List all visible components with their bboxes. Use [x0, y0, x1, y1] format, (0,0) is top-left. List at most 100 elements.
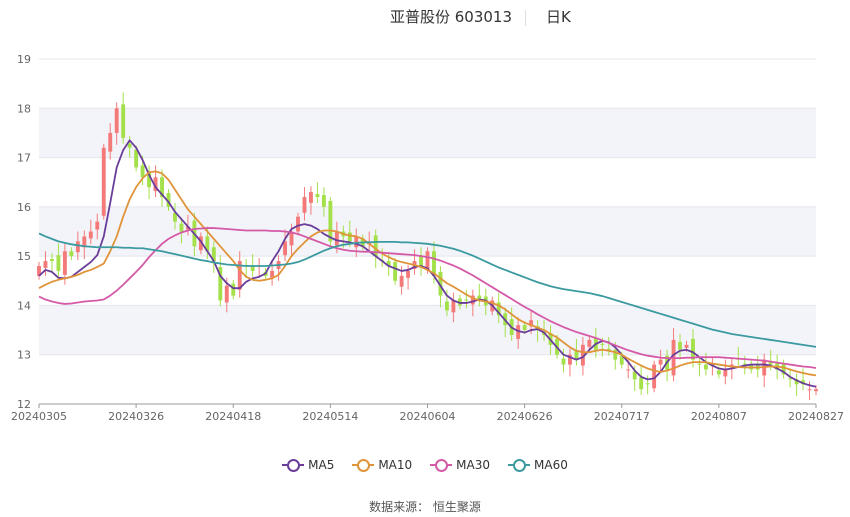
x-tick-label: 20240514: [302, 410, 358, 423]
candle-body: [703, 364, 708, 370]
candle-body: [464, 299, 469, 301]
candle-body: [393, 262, 398, 281]
candle-body: [334, 231, 339, 246]
candle-body: [198, 236, 203, 251]
chart-header: 亚普股份 603013 日K: [0, 6, 850, 30]
candle-body: [684, 344, 689, 348]
candle-body: [56, 255, 61, 271]
candle-body: [121, 104, 126, 138]
candle-body: [613, 349, 618, 360]
candle-body: [309, 192, 313, 203]
period-label[interactable]: 日K: [546, 8, 571, 26]
candle-body: [406, 270, 411, 278]
y-tick-label: 12: [17, 398, 31, 411]
candle-body: [632, 371, 637, 380]
candle-body: [432, 251, 436, 276]
candle-body: [561, 358, 566, 365]
candle-body: [218, 266, 223, 301]
candle-body: [373, 235, 378, 257]
candle-body: [321, 195, 326, 207]
candle-body: [626, 369, 631, 371]
candle-body: [289, 231, 294, 246]
candle-body: [678, 341, 682, 350]
y-tick-label: 19: [17, 53, 31, 66]
y-tick-label: 16: [17, 201, 31, 214]
candle-body: [127, 143, 132, 148]
candle-body: [658, 359, 663, 365]
candle-body: [231, 283, 236, 296]
candle-body: [134, 149, 139, 168]
plot-band: [39, 305, 816, 355]
chart-legend: MA5 MA10 MA30 MA60: [0, 458, 850, 472]
candle-body: [723, 369, 728, 377]
candle-body: [444, 301, 449, 311]
candle-body: [652, 364, 657, 389]
candle-body: [716, 370, 721, 375]
candle-body: [250, 266, 255, 271]
candle-body: [697, 363, 702, 365]
x-tick-label: 20240626: [497, 410, 553, 423]
legend-label: MA5: [308, 458, 335, 472]
candle-body: [516, 325, 521, 339]
x-tick-label: 20240717: [594, 410, 650, 423]
legend-item-ma5[interactable]: MA5: [282, 458, 334, 472]
candle-body: [580, 344, 585, 366]
candle-body: [568, 354, 572, 365]
candle-body: [645, 383, 650, 385]
x-axis: 20240305 20240326 20240418 20240514 20240604…: [11, 404, 844, 423]
candle-body: [794, 379, 799, 385]
x-tick-label: 20240418: [205, 410, 261, 423]
candle-body: [587, 339, 592, 347]
candle-body: [43, 261, 48, 268]
series-line-ma60: [38, 232, 817, 348]
title-divider: [525, 10, 526, 26]
candle-body: [328, 200, 333, 242]
candle-body: [101, 147, 106, 216]
candle-body: [742, 363, 747, 365]
candle-body: [166, 193, 171, 207]
candle-body: [315, 194, 320, 197]
candle-body: [283, 241, 287, 256]
candle-body: [37, 266, 41, 276]
candle-body: [807, 389, 812, 391]
candle-body: [522, 325, 527, 331]
y-tick-label: 15: [17, 250, 31, 263]
candle-body: [173, 212, 177, 222]
candle-body: [302, 197, 307, 213]
candle-body: [69, 251, 74, 257]
candle-body: [425, 251, 430, 270]
candle-body: [50, 259, 54, 262]
candle-body: [108, 132, 113, 152]
legend-label: MA10: [378, 458, 413, 472]
legend-item-ma60[interactable]: MA60: [508, 458, 568, 472]
candle-body: [237, 261, 242, 290]
legend-swatch: [282, 458, 305, 472]
series-line-ma5: [38, 139, 817, 388]
candle-body: [95, 221, 100, 230]
y-tick-label: 18: [17, 102, 31, 115]
candle-body: [75, 241, 80, 253]
y-tick-label: 17: [17, 152, 31, 165]
candle-body: [88, 231, 93, 239]
candle-body: [438, 271, 443, 296]
candle-body: [639, 377, 644, 390]
candle-body: [160, 177, 164, 197]
y-tick-label: 14: [17, 299, 31, 312]
candle-body: [457, 298, 462, 306]
candle-body: [419, 255, 423, 266]
data-source: 数据来源： 恒生聚源: [369, 500, 481, 514]
candle-body: [606, 348, 611, 350]
candle-body: [347, 232, 352, 242]
candle-body: [399, 275, 404, 287]
candle-body: [619, 355, 624, 365]
legend-item-ma30[interactable]: MA30: [430, 458, 490, 472]
candle-body: [496, 302, 501, 316]
legend-item-ma10[interactable]: MA10: [352, 458, 412, 472]
candle-body: [691, 338, 695, 360]
candle-body: [211, 247, 216, 262]
x-tick-label: 20240807: [691, 410, 747, 423]
plot-band: [39, 108, 816, 158]
x-tick-label: 20240305: [11, 410, 67, 423]
candle-body: [451, 300, 456, 313]
